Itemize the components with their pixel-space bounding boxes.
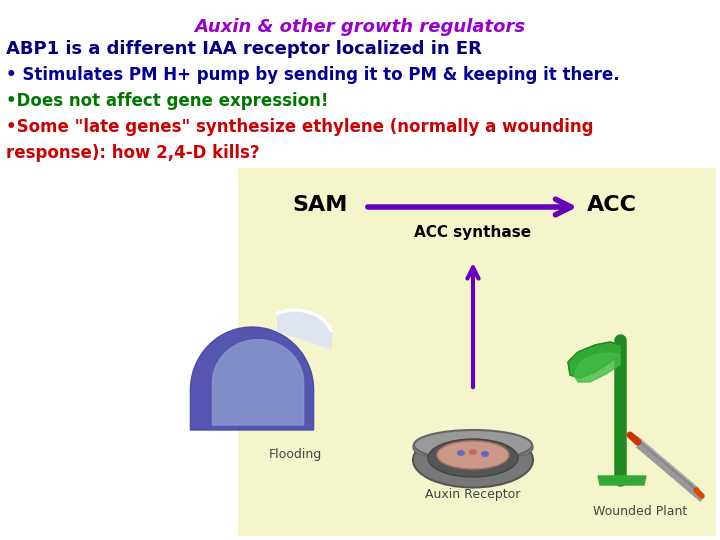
Text: •Does not affect gene expression!: •Does not affect gene expression! bbox=[6, 92, 328, 110]
Ellipse shape bbox=[413, 438, 443, 456]
Text: ABP1 is a different IAA receptor localized in ER: ABP1 is a different IAA receptor localiz… bbox=[6, 40, 482, 58]
Text: SAM: SAM bbox=[292, 195, 348, 215]
Text: • Stimulates PM H+ pump by sending it to PM & keeping it there.: • Stimulates PM H+ pump by sending it to… bbox=[6, 66, 620, 84]
Text: Auxin Receptor: Auxin Receptor bbox=[426, 488, 521, 501]
Text: •Some "late genes" synthesize ethylene (normally a wounding: •Some "late genes" synthesize ethylene (… bbox=[6, 118, 593, 136]
Ellipse shape bbox=[503, 438, 533, 456]
Polygon shape bbox=[190, 327, 314, 430]
Ellipse shape bbox=[469, 449, 477, 455]
Ellipse shape bbox=[437, 441, 509, 469]
Polygon shape bbox=[574, 353, 620, 382]
Ellipse shape bbox=[413, 433, 533, 488]
Text: ACC: ACC bbox=[587, 195, 637, 215]
Text: Flooding: Flooding bbox=[269, 448, 322, 461]
Text: Auxin & other growth regulators: Auxin & other growth regulators bbox=[194, 18, 526, 36]
Polygon shape bbox=[212, 340, 304, 425]
Polygon shape bbox=[568, 342, 620, 378]
Ellipse shape bbox=[428, 439, 518, 477]
Polygon shape bbox=[598, 476, 646, 485]
Text: ACC synthase: ACC synthase bbox=[415, 225, 531, 240]
Polygon shape bbox=[278, 310, 331, 349]
Text: Wounded Plant: Wounded Plant bbox=[593, 505, 687, 518]
Ellipse shape bbox=[481, 451, 489, 457]
Ellipse shape bbox=[457, 450, 465, 456]
FancyBboxPatch shape bbox=[238, 168, 716, 536]
Ellipse shape bbox=[414, 430, 532, 460]
Text: response): how 2,4-D kills?: response): how 2,4-D kills? bbox=[6, 144, 260, 162]
